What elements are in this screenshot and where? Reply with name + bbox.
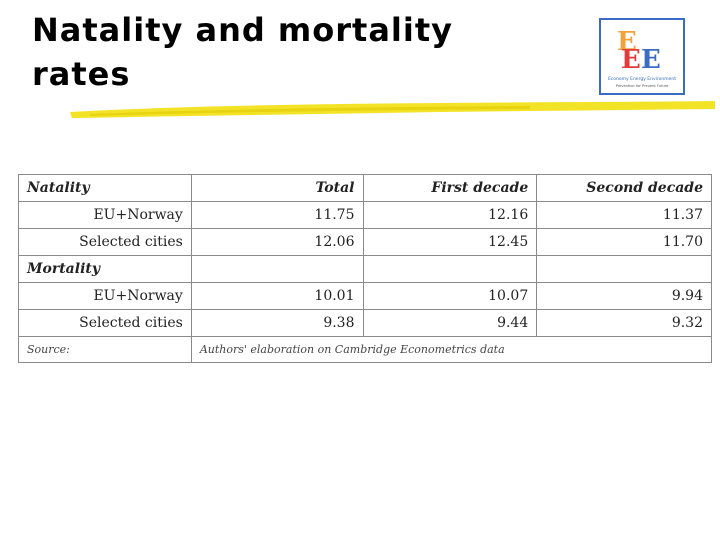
- cell-second-decade: 11.70: [536, 228, 712, 256]
- header-natality: Natality: [18, 174, 192, 202]
- cell-total: 9.38: [190, 309, 364, 337]
- header-total: Total: [190, 174, 364, 202]
- row-label: EU+Norway: [18, 201, 192, 229]
- eee-logo-graphic: E E E Economy Energy Environment Prevent…: [608, 27, 676, 88]
- highlighter-stroke: [70, 101, 715, 118]
- cell-total: 11.75: [190, 201, 364, 229]
- table-section-row: Mortality: [18, 255, 712, 283]
- row-label: Selected cities: [18, 309, 192, 337]
- cell-second-decade: 9.94: [536, 282, 712, 310]
- table-row: EU+Norway 10.01 10.07 9.94: [18, 282, 712, 310]
- source-text: Authors' elaboration on Cambridge Econom…: [190, 336, 713, 363]
- header-second-decade: Second decade: [536, 174, 712, 202]
- empty-cell: [362, 255, 538, 283]
- empty-cell: [536, 255, 712, 283]
- table-header-row: Natality Total First decade Second decad…: [18, 174, 712, 202]
- cell-first-decade: 10.07: [362, 282, 538, 310]
- cell-first-decade: 9.44: [362, 309, 538, 337]
- cell-second-decade: 11.37: [536, 201, 712, 229]
- table-row: Selected cities 12.06 12.45 11.70: [18, 228, 712, 256]
- source-label: Source:: [18, 336, 192, 363]
- empty-cell: [190, 255, 364, 283]
- table-source-row: Source: Authors' elaboration on Cambridg…: [18, 336, 713, 363]
- row-label: EU+Norway: [18, 282, 192, 310]
- cell-second-decade: 9.32: [536, 309, 712, 337]
- rates-table: Natality Total First decade Second decad…: [18, 174, 713, 363]
- logo-subcaption: Prevention for Prevent Future: [616, 84, 670, 88]
- header-first-decade: First decade: [362, 174, 538, 202]
- table-row: Selected cities 9.38 9.44 9.32: [18, 309, 712, 337]
- logo-letter-e-red: E: [621, 45, 641, 75]
- slide-title: Natality and mortality rates: [32, 11, 454, 93]
- cell-total: 12.06: [190, 228, 364, 256]
- eee-logo: E E E Economy Energy Environment Prevent…: [599, 18, 685, 95]
- cell-first-decade: 12.16: [362, 201, 538, 229]
- cell-total: 10.01: [190, 282, 364, 310]
- section-mortality: Mortality: [18, 255, 192, 283]
- cell-first-decade: 12.45: [362, 228, 538, 256]
- logo-caption: Economy Energy Environment: [608, 76, 676, 82]
- table-row: EU+Norway 11.75 12.16 11.37: [18, 201, 712, 229]
- logo-letter-e-blue: E: [641, 45, 661, 75]
- row-label: Selected cities: [18, 228, 192, 256]
- logo-letter-e-orange: E: [617, 27, 637, 57]
